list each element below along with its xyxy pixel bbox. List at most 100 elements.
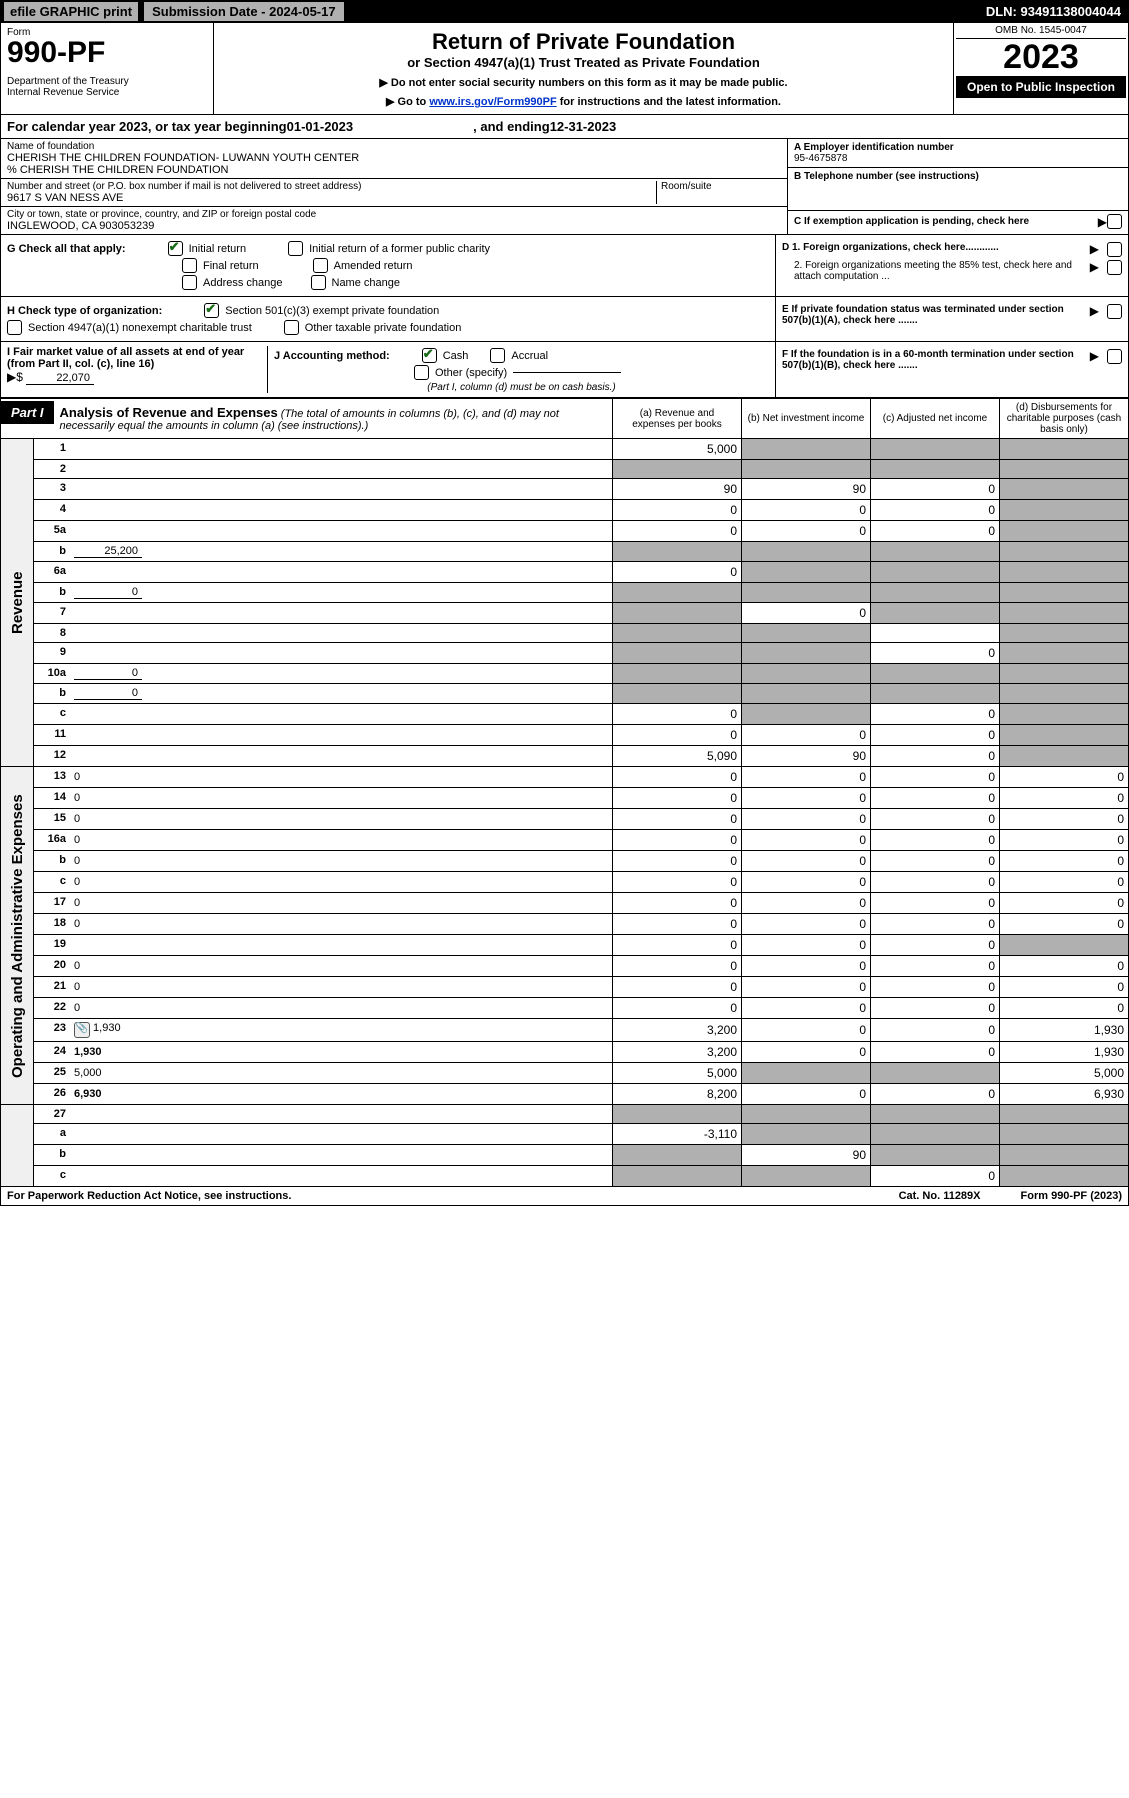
other-method-checkbox[interactable] [414, 365, 429, 380]
line-number: 4 [34, 500, 71, 521]
d1-checkbox[interactable] [1107, 242, 1122, 257]
cell-b [742, 624, 871, 643]
header-left: Form 990-PF Department of the Treasury I… [1, 23, 214, 114]
ij-block: I Fair market value of all assets at end… [0, 342, 1129, 398]
table-row: b 25,200 [1, 542, 1129, 562]
table-row: 390900 [1, 479, 1129, 500]
cell-a: 0 [613, 914, 742, 935]
cell-c [871, 664, 1000, 684]
line-description [70, 603, 613, 624]
foundation-label: Name of foundation [7, 141, 94, 152]
line-description [70, 643, 613, 664]
arrow-icon: ▶ [1090, 304, 1099, 318]
cell-a: 3,200 [613, 1019, 742, 1042]
phone-label: B Telephone number (see instructions) [794, 171, 979, 182]
line-number: 19 [34, 935, 71, 956]
cell-b [742, 704, 871, 725]
city-cell: City or town, state or province, country… [1, 207, 787, 234]
cell-a: 0 [613, 956, 742, 977]
j-row: J Accounting method: Cash Accrual [274, 348, 769, 363]
h-left: H Check type of organization: Section 50… [1, 297, 775, 341]
final-return-checkbox[interactable] [182, 258, 197, 273]
col-a-head: (a) Revenue and expenses per books [613, 399, 742, 439]
phone-cell: B Telephone number (see instructions) [788, 168, 1128, 211]
table-row: 6a0 [1, 562, 1129, 583]
g-initial: Initial return [189, 243, 246, 255]
line-number: 22 [34, 998, 71, 1019]
cell-d [1000, 562, 1129, 583]
dln: DLN: 93491138004044 [986, 4, 1129, 19]
line-number: b [34, 684, 71, 704]
s4947-checkbox[interactable] [7, 320, 22, 335]
form-subtitle: or Section 4947(a)(1) Trust Treated as P… [224, 55, 943, 70]
col-b-head: (b) Net investment income [742, 399, 871, 439]
form-header: Form 990-PF Department of the Treasury I… [0, 22, 1129, 115]
note2-post: for instructions and the latest informat… [560, 96, 781, 108]
table-row: a-3,110 [1, 1124, 1129, 1145]
h-label: H Check type of organization: [7, 305, 162, 317]
table-row: b 0 [1, 583, 1129, 603]
form990pf-link[interactable]: www.irs.gov/Form990PF [429, 96, 556, 108]
g-row3: Address change Name change [7, 275, 769, 290]
e-checkbox[interactable] [1107, 304, 1122, 319]
table-row: Revenue15,000 [1, 439, 1129, 460]
d2-checkbox[interactable] [1107, 260, 1122, 275]
initial-former-checkbox[interactable] [288, 241, 303, 256]
other-taxable-checkbox[interactable] [284, 320, 299, 335]
cal-pre: For calendar year 2023, or tax year begi… [7, 119, 287, 134]
g-row: G Check all that apply: Initial return I… [7, 241, 769, 256]
cell-d: 1,930 [1000, 1019, 1129, 1042]
line-description: 1,930 [70, 1042, 613, 1063]
line-description [70, 704, 613, 725]
pending-label: C If exemption application is pending, c… [794, 216, 1098, 227]
cell-c: 0 [871, 746, 1000, 767]
table-row: 16a00000 [1, 830, 1129, 851]
table-row: 241,9303,200001,930 [1, 1042, 1129, 1063]
inline-value: 25,200 [74, 545, 142, 558]
cell-a: 0 [613, 562, 742, 583]
table-row: 1500000 [1, 809, 1129, 830]
line-number: 5a [34, 521, 71, 542]
table-row: 10a 0 [1, 664, 1129, 684]
cell-c: 0 [871, 1166, 1000, 1187]
part1-label: Part I [1, 401, 54, 424]
line-description [70, 500, 613, 521]
page: efile GRAPHIC print Submission Date - 20… [0, 0, 1129, 1206]
initial-return-checkbox[interactable] [168, 241, 183, 256]
f-checkbox[interactable] [1107, 349, 1122, 364]
cell-d [1000, 704, 1129, 725]
part1-title: Analysis of Revenue and Expenses [60, 405, 278, 420]
cash-checkbox[interactable] [422, 348, 437, 363]
cell-a: 0 [613, 851, 742, 872]
cell-b [742, 460, 871, 479]
cell-b [742, 643, 871, 664]
amended-return-checkbox[interactable] [313, 258, 328, 273]
cell-b: 0 [742, 809, 871, 830]
submission-date: Submission Date - 2024-05-17 [144, 2, 344, 21]
part1-header-row: Part I Analysis of Revenue and Expenses … [1, 399, 1129, 439]
d1-row: D 1. Foreign organizations, check here..… [782, 242, 1122, 257]
line-number: 3 [34, 479, 71, 500]
attachment-icon[interactable]: 📎 [74, 1022, 90, 1038]
h-row2: Section 4947(a)(1) nonexempt charitable … [7, 320, 769, 335]
pending-checkbox[interactable] [1107, 214, 1122, 229]
name-change-checkbox[interactable] [311, 275, 326, 290]
cell-c: 0 [871, 977, 1000, 998]
name-block: Name of foundation CHERISH THE CHILDREN … [0, 139, 1129, 235]
section-label: Revenue [1, 439, 34, 767]
address-change-checkbox[interactable] [182, 275, 197, 290]
i-cell: I Fair market value of all assets at end… [7, 346, 267, 393]
accrual-checkbox[interactable] [490, 348, 505, 363]
line-description: 0 [70, 851, 613, 872]
table-row: 8 [1, 624, 1129, 643]
line-description: 0 [70, 830, 613, 851]
h-row1: H Check type of organization: Section 50… [7, 303, 769, 318]
footer: For Paperwork Reduction Act Notice, see … [0, 1187, 1129, 1206]
line-number: 18 [34, 914, 71, 935]
s501-checkbox[interactable] [204, 303, 219, 318]
table-row: 70 [1, 603, 1129, 624]
cell-c [871, 684, 1000, 704]
form-title: Return of Private Foundation [224, 29, 943, 55]
cal-mid: , and ending [473, 119, 550, 134]
line-number: 27 [34, 1105, 71, 1124]
